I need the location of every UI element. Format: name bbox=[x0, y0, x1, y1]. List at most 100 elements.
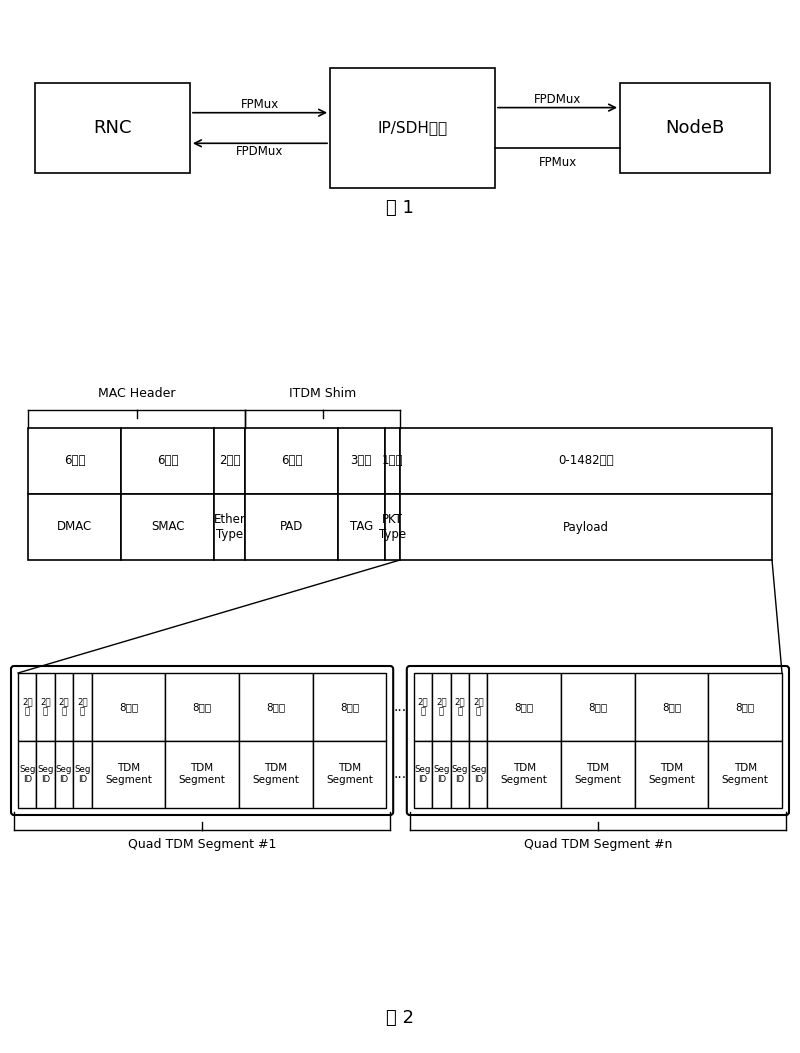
Text: TDM
Segment: TDM Segment bbox=[326, 763, 373, 786]
Text: 2字
节: 2字 节 bbox=[58, 697, 70, 716]
Text: Seg
ID: Seg ID bbox=[452, 764, 468, 783]
Text: 8字节: 8字节 bbox=[514, 701, 534, 712]
Bar bbox=[400, 494, 772, 560]
Text: 0-1482字节: 0-1482字节 bbox=[558, 455, 614, 468]
Bar bbox=[28, 428, 121, 494]
Text: Seg
ID: Seg ID bbox=[415, 764, 431, 783]
Text: 6字节: 6字节 bbox=[64, 455, 86, 468]
Text: ITDM Shim: ITDM Shim bbox=[289, 388, 356, 400]
Bar bbox=[487, 740, 561, 808]
Bar bbox=[37, 740, 55, 808]
Bar bbox=[245, 494, 338, 560]
Bar bbox=[634, 673, 708, 740]
Bar bbox=[92, 673, 166, 740]
Bar bbox=[469, 740, 487, 808]
Text: 2字节: 2字节 bbox=[218, 455, 240, 468]
Bar bbox=[561, 740, 634, 808]
Text: TDM
Segment: TDM Segment bbox=[252, 763, 299, 786]
Bar bbox=[561, 673, 634, 740]
Bar bbox=[338, 494, 385, 560]
Bar bbox=[414, 740, 432, 808]
Text: Seg
ID: Seg ID bbox=[74, 764, 90, 783]
Text: 8字节: 8字节 bbox=[266, 701, 286, 712]
Bar bbox=[469, 673, 487, 740]
Bar bbox=[239, 673, 313, 740]
Bar bbox=[92, 740, 166, 808]
Bar bbox=[214, 428, 245, 494]
Bar bbox=[338, 428, 385, 494]
Bar bbox=[330, 68, 495, 188]
Bar bbox=[245, 428, 338, 494]
Text: Ether
Type: Ether Type bbox=[214, 513, 246, 541]
Text: 2字
节: 2字 节 bbox=[418, 697, 428, 716]
Text: Seg
ID: Seg ID bbox=[56, 764, 72, 783]
Bar bbox=[55, 740, 74, 808]
Bar bbox=[18, 673, 37, 740]
Bar bbox=[450, 740, 469, 808]
Text: TDM
Segment: TDM Segment bbox=[574, 763, 622, 786]
Text: IP/SDH承载: IP/SDH承载 bbox=[378, 120, 447, 136]
Text: TDM
Segment: TDM Segment bbox=[722, 763, 769, 786]
Text: Seg
ID: Seg ID bbox=[434, 764, 450, 783]
Text: 2字
节: 2字 节 bbox=[473, 697, 483, 716]
Text: 1字节: 1字节 bbox=[382, 455, 403, 468]
Bar bbox=[634, 740, 708, 808]
Bar bbox=[28, 494, 121, 560]
Bar bbox=[55, 673, 74, 740]
Text: 8字节: 8字节 bbox=[193, 701, 212, 712]
Bar bbox=[620, 83, 770, 173]
Text: 8字节: 8字节 bbox=[662, 701, 681, 712]
Text: MAC Header: MAC Header bbox=[98, 388, 175, 400]
Text: Payload: Payload bbox=[563, 520, 609, 534]
Text: SMAC: SMAC bbox=[150, 520, 184, 534]
Text: 图 2: 图 2 bbox=[386, 1009, 414, 1027]
Text: 8字节: 8字节 bbox=[588, 701, 607, 712]
Text: TDM
Segment: TDM Segment bbox=[501, 763, 548, 786]
Text: RNC: RNC bbox=[94, 119, 132, 137]
Bar bbox=[432, 740, 450, 808]
Text: TDM
Segment: TDM Segment bbox=[648, 763, 695, 786]
Bar bbox=[74, 673, 92, 740]
Text: 2字
节: 2字 节 bbox=[22, 697, 33, 716]
Text: 6字节: 6字节 bbox=[157, 455, 178, 468]
Text: NodeB: NodeB bbox=[666, 119, 725, 137]
Bar bbox=[432, 673, 450, 740]
Bar bbox=[385, 494, 400, 560]
Text: ...: ... bbox=[394, 768, 406, 781]
Text: 8字节: 8字节 bbox=[736, 701, 754, 712]
Text: 2字
节: 2字 节 bbox=[40, 697, 51, 716]
Bar bbox=[74, 740, 92, 808]
Bar bbox=[214, 494, 245, 560]
Bar bbox=[166, 740, 239, 808]
Text: PAD: PAD bbox=[280, 520, 303, 534]
Text: DMAC: DMAC bbox=[57, 520, 92, 534]
Text: Seg
ID: Seg ID bbox=[38, 764, 54, 783]
Text: FPDMux: FPDMux bbox=[534, 93, 581, 106]
Bar bbox=[239, 740, 313, 808]
Text: 8字节: 8字节 bbox=[119, 701, 138, 712]
Bar bbox=[35, 83, 190, 173]
Text: 3字节: 3字节 bbox=[350, 455, 372, 468]
Bar bbox=[414, 673, 432, 740]
Text: TDM
Segment: TDM Segment bbox=[105, 763, 152, 786]
Text: 6字节: 6字节 bbox=[281, 455, 302, 468]
Text: Seg
ID: Seg ID bbox=[470, 764, 486, 783]
Bar bbox=[121, 494, 214, 560]
Text: Quad TDM Segment #n: Quad TDM Segment #n bbox=[524, 838, 672, 851]
Bar bbox=[450, 673, 469, 740]
Bar bbox=[708, 673, 782, 740]
Bar bbox=[313, 673, 386, 740]
Text: TAG: TAG bbox=[350, 520, 373, 534]
Text: 8字节: 8字节 bbox=[340, 701, 359, 712]
Bar bbox=[121, 428, 214, 494]
Text: FPDMux: FPDMux bbox=[236, 145, 284, 158]
Text: 图 1: 图 1 bbox=[386, 199, 414, 217]
Text: 2字
节: 2字 节 bbox=[77, 697, 88, 716]
Bar bbox=[313, 740, 386, 808]
Bar bbox=[18, 740, 37, 808]
Bar bbox=[708, 740, 782, 808]
Bar bbox=[385, 428, 400, 494]
Text: Quad TDM Segment #1: Quad TDM Segment #1 bbox=[128, 838, 276, 851]
Text: Seg
ID: Seg ID bbox=[19, 764, 35, 783]
Text: TDM
Segment: TDM Segment bbox=[178, 763, 226, 786]
